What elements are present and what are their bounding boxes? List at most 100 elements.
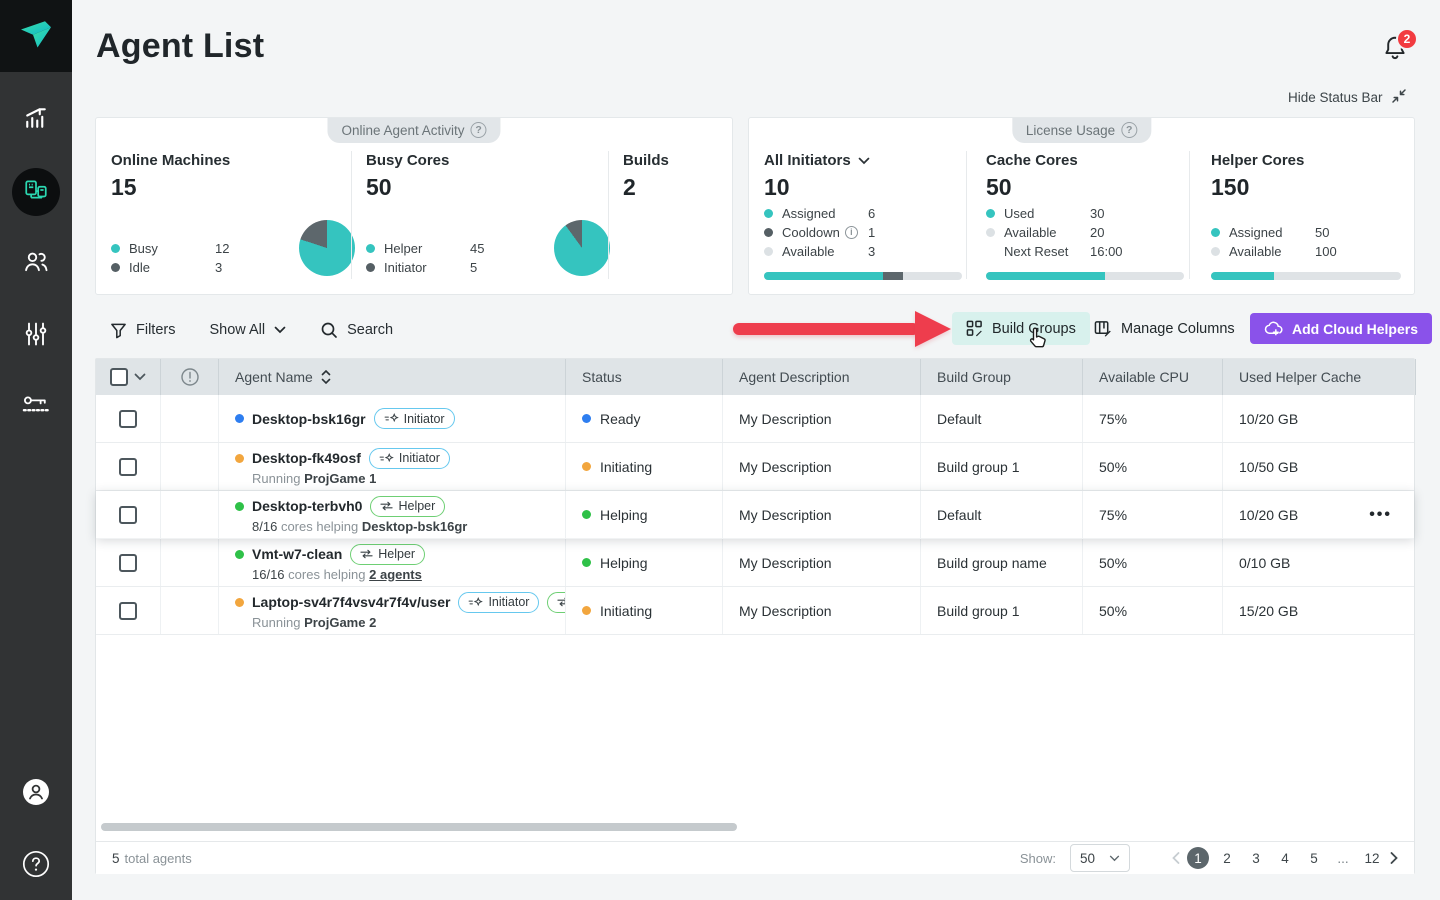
page-button[interactable]: 1 bbox=[1187, 847, 1209, 869]
idle-dot bbox=[111, 262, 120, 272]
header-description[interactable]: Agent Description bbox=[723, 359, 921, 395]
initiator-icon bbox=[379, 452, 394, 462]
agents-link[interactable]: 2 agents bbox=[369, 566, 422, 582]
agent-state-dot bbox=[235, 549, 244, 559]
sort-icon[interactable] bbox=[321, 370, 331, 384]
initiators-usage-bar bbox=[764, 272, 962, 280]
initiator-badge: Initiator bbox=[368, 447, 450, 469]
agent-subtext: Running ProjGame 1 bbox=[252, 470, 377, 486]
build-groups-icon bbox=[966, 320, 982, 337]
all-initiators-title[interactable]: All Initiators bbox=[764, 152, 870, 169]
legend-item: Initiator 5 bbox=[366, 260, 484, 275]
search-icon bbox=[321, 322, 337, 338]
help-question-icon[interactable]: ? bbox=[470, 122, 487, 138]
helper-icon bbox=[360, 549, 373, 559]
table-row[interactable]: Desktop-bsk16gr Initiator Ready My Descr… bbox=[96, 395, 1414, 443]
agents-icon bbox=[23, 177, 49, 208]
sidebar-item-users[interactable] bbox=[0, 236, 72, 292]
row-actions-menu[interactable]: ••• bbox=[1369, 505, 1392, 523]
status-label: Initiating bbox=[600, 458, 653, 475]
build-groups-button[interactable]: Build Groups bbox=[952, 312, 1090, 345]
header-select-cell bbox=[96, 359, 161, 395]
table-toolbar-left: Filters Show All Search bbox=[110, 314, 393, 346]
legend-item: Available 3 bbox=[764, 244, 875, 259]
manage-columns-icon bbox=[1094, 321, 1111, 337]
chevron-down-icon bbox=[274, 326, 286, 334]
legend-item: Available 20 bbox=[986, 225, 1123, 240]
activity-card-label-text: Online Agent Activity bbox=[341, 122, 465, 138]
cache-cores-title: Cache Cores bbox=[986, 152, 1078, 169]
sidebar-help[interactable] bbox=[0, 850, 72, 883]
header-status[interactable]: Status bbox=[566, 359, 723, 395]
sidebar-item-settings[interactable] bbox=[0, 308, 72, 364]
table-row[interactable]: Vmt-w7-clean Helper 16/16 cores helping … bbox=[96, 539, 1414, 587]
legend-item: Used 30 bbox=[986, 206, 1123, 221]
help-question-icon[interactable]: ? bbox=[1121, 122, 1138, 138]
add-cloud-helpers-button[interactable]: Add Cloud Helpers bbox=[1250, 313, 1433, 344]
all-initiators-value: 10 bbox=[764, 174, 790, 200]
header-build-group[interactable]: Build Group bbox=[921, 359, 1083, 395]
agent-name: Vmt-w7-clean bbox=[252, 546, 343, 562]
cursor-hand-pointer bbox=[1026, 326, 1050, 357]
page-size-select[interactable]: 50 bbox=[1070, 844, 1130, 872]
status-label: Helping bbox=[600, 554, 648, 571]
sidebar-item-analytics[interactable] bbox=[0, 92, 72, 148]
logo-block[interactable] bbox=[0, 0, 72, 72]
all-initiators-section: All Initiators 10 Assigned 6 Cooldown i 1… bbox=[764, 118, 962, 296]
next-page-button[interactable] bbox=[1390, 852, 1398, 864]
online-machines-legend: Busy 12 Idle 3 bbox=[111, 241, 229, 275]
builds-title: Builds bbox=[623, 152, 669, 169]
previous-page-button[interactable] bbox=[1172, 852, 1180, 864]
legend-item: Cooldown i 1 bbox=[764, 225, 875, 240]
search-button[interactable]: Search bbox=[320, 321, 393, 339]
header-used-helper-cache[interactable]: Used Helper Cache bbox=[1223, 359, 1416, 395]
table-header-row: Agent Name Status Agent Description Buil… bbox=[96, 359, 1416, 395]
header-available-cpu[interactable]: Available CPU bbox=[1083, 359, 1223, 395]
busy-cores-section: Busy Cores 50 Helper 45 Initiator 5 bbox=[366, 118, 616, 296]
table-row[interactable]: Desktop-terbvh0 Helper 8/16 cores helpin… bbox=[96, 491, 1414, 539]
page-button[interactable]: 2 bbox=[1223, 850, 1231, 866]
row-checkbox[interactable] bbox=[119, 601, 137, 620]
header-agent-name[interactable]: Agent Name bbox=[219, 359, 566, 395]
page-button[interactable]: 3 bbox=[1252, 850, 1260, 866]
hide-status-bar-toggle[interactable]: Hide Status Bar bbox=[1288, 88, 1407, 107]
agent-state-dot bbox=[235, 501, 244, 511]
initiator-badge: Initiator bbox=[458, 591, 540, 613]
sidebar-account[interactable] bbox=[0, 778, 72, 811]
row-checkbox[interactable] bbox=[119, 553, 137, 572]
collapse-icon bbox=[1391, 88, 1407, 107]
info-icon[interactable]: i bbox=[844, 225, 858, 239]
manage-columns-button[interactable]: Manage Columns bbox=[1094, 312, 1235, 345]
online-machines-section: Online Machines 15 Busy 12 Idle 3 bbox=[111, 118, 361, 296]
sidebar-item-license[interactable] bbox=[0, 379, 72, 435]
cooldown-dot bbox=[764, 227, 773, 237]
legend-item: Available 100 bbox=[1211, 244, 1337, 259]
row-checkbox[interactable] bbox=[119, 457, 137, 476]
helper-badge: Helper bbox=[350, 543, 426, 565]
alert-circle-icon bbox=[180, 368, 199, 386]
table-row[interactable]: Laptop-sv4r7f4vsv4r7f4v/user Initiator H… bbox=[96, 587, 1414, 635]
table-row[interactable]: Desktop-fk49osf Initiator Running ProjGa… bbox=[96, 443, 1414, 491]
chevron-down-icon[interactable] bbox=[134, 373, 146, 381]
notifications-button[interactable]: 2 bbox=[1382, 28, 1418, 64]
agent-name: Laptop-sv4r7f4vsv4r7f4v/user bbox=[252, 594, 451, 610]
select-all-checkbox[interactable] bbox=[110, 368, 128, 386]
cache-cores-section: Cache Cores 50 Used 30 Available 20 Next… bbox=[986, 118, 1184, 296]
row-checkbox[interactable] bbox=[119, 409, 137, 428]
red-arrow-annotation bbox=[733, 323, 919, 335]
helper-badge: Helper bbox=[370, 495, 446, 517]
helper-cores-value: 150 bbox=[1211, 174, 1250, 200]
page-button[interactable]: 12 bbox=[1364, 850, 1380, 866]
sidebar-item-agents[interactable] bbox=[0, 164, 72, 220]
helper-icon bbox=[380, 501, 394, 511]
horizontal-scrollbar[interactable] bbox=[101, 823, 737, 831]
row-checkbox[interactable] bbox=[119, 505, 137, 524]
page-button[interactable]: 5 bbox=[1310, 850, 1318, 866]
busy-dot bbox=[111, 243, 120, 253]
available-dot bbox=[986, 227, 995, 237]
legend-item: Assigned 6 bbox=[764, 206, 875, 221]
filters-button[interactable]: Filters bbox=[110, 322, 175, 339]
show-all-dropdown[interactable]: Show All bbox=[209, 322, 286, 338]
help-icon bbox=[22, 850, 50, 883]
page-button[interactable]: 4 bbox=[1281, 850, 1289, 866]
